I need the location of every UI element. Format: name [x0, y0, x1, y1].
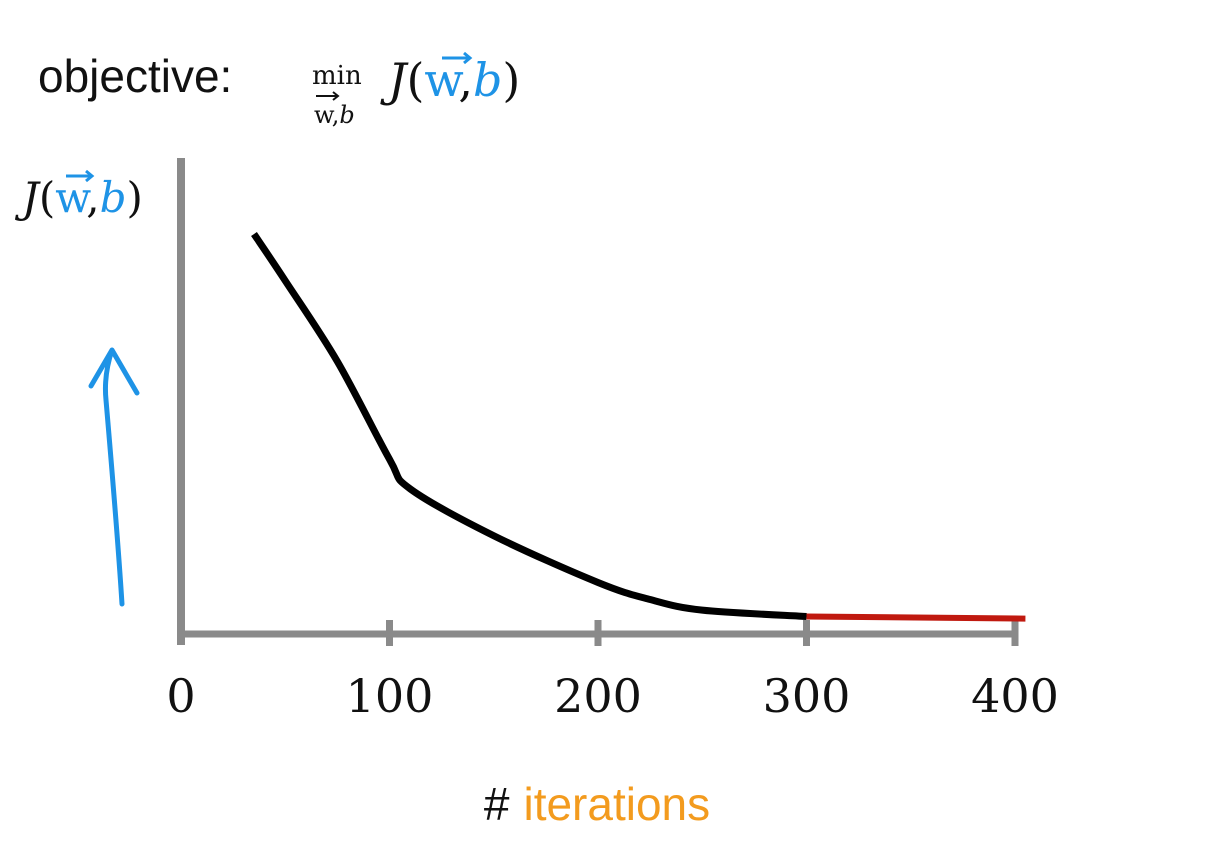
ylabel-close: ) — [126, 173, 142, 222]
series-group — [251, 232, 1026, 622]
min-subscript-b: b — [339, 101, 354, 129]
objective-cost-function: J(w,b) — [380, 53, 520, 107]
objective-close: ) — [502, 53, 520, 107]
blue-up-arrow-icon — [88, 347, 140, 607]
x-axis-label: # iterations — [484, 778, 710, 830]
objective-title: objective: min w,b J(w,b) — [38, 50, 520, 129]
min-subscript: w,b — [314, 101, 355, 129]
objective-func: J — [380, 53, 409, 107]
cost-curve-line — [251, 232, 807, 620]
converged-tail-line — [806, 613, 1026, 622]
xlabel-word: iterations — [523, 778, 710, 830]
objective-sep: , — [458, 53, 473, 107]
ylabel-vector-arrow-icon — [66, 169, 95, 183]
ylabel-func: J — [14, 173, 41, 222]
min-subscript-sep: , — [332, 101, 340, 129]
x-tick-label-0: 0 — [166, 669, 195, 723]
x-tick-label-400: 400 — [971, 669, 1059, 723]
objective-label: objective: — [38, 50, 232, 102]
x-tick-label-200: 200 — [554, 669, 642, 723]
x-axis-tick-labels: 0 100 200 300 400 — [166, 669, 1059, 723]
ylabel-open: ( — [39, 173, 55, 222]
objective-b: b — [473, 53, 502, 107]
ylabel-b: b — [100, 173, 127, 222]
x-axis-ticks — [386, 620, 1019, 646]
x-tick-label-300: 300 — [763, 669, 851, 723]
objective-vector-w: w — [424, 53, 463, 107]
ylabel-sep: , — [86, 173, 99, 222]
x-tick-label-100: 100 — [346, 669, 434, 723]
min-operator: min — [312, 61, 362, 91]
objective-open: ( — [406, 53, 424, 107]
min-subscript-arrow-icon — [316, 91, 340, 101]
ylabel-vector-w: w — [55, 173, 91, 222]
objective-vector-arrow-icon — [442, 51, 473, 65]
xlabel-hash: # — [484, 778, 510, 830]
svg-text:J(w,b): J(w,b) — [14, 173, 143, 222]
y-axis-label: J(w,b) — [14, 169, 143, 222]
min-subscript-vector: w — [314, 101, 335, 129]
